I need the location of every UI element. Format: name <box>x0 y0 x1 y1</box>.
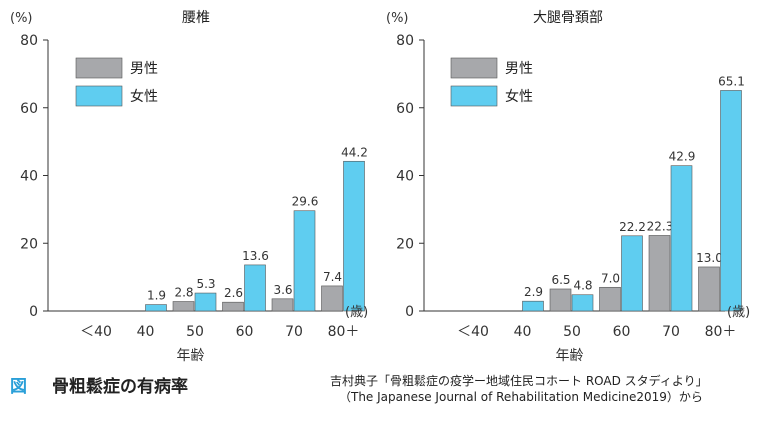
bar-female <box>720 90 742 312</box>
legend-swatch-female <box>75 85 123 107</box>
y-tick-label: 60 <box>396 101 414 117</box>
figure-title: 骨粗鬆症の有病率 <box>52 377 188 397</box>
bar-female <box>522 300 544 312</box>
data-label: 7.4 <box>323 270 342 284</box>
x-tick-label: 80＋ <box>328 324 360 340</box>
data-label: 2.8 <box>174 286 193 300</box>
x-axis-unit: (歳) <box>727 305 750 320</box>
chart-title: 腰椎 <box>182 10 210 26</box>
bar-male <box>321 285 343 312</box>
bar-female <box>571 294 594 312</box>
legend-swatch-female <box>450 85 498 107</box>
x-tick-label: 60 <box>236 324 254 340</box>
data-label: 13.6 <box>242 249 269 263</box>
data-label: 1.9 <box>147 289 166 303</box>
data-label: 22.2 <box>619 220 646 234</box>
y-tick-label: 80 <box>396 33 414 49</box>
y-tick-label: 60 <box>20 101 38 117</box>
x-axis-label: 年齢 <box>177 348 205 364</box>
x-tick-label: 60 <box>613 324 631 340</box>
bar-male <box>648 235 671 312</box>
data-label: 2.9 <box>524 285 543 299</box>
data-label: 2.6 <box>224 286 243 300</box>
data-label: 6.5 <box>551 273 570 287</box>
legend-label-male: 男性 <box>505 61 533 77</box>
legend-swatch-male <box>450 57 498 79</box>
legend-label-male: 男性 <box>130 61 158 77</box>
data-label: 22.3 <box>647 219 674 233</box>
legend-label-female: 女性 <box>130 88 158 105</box>
x-tick-label: 70 <box>662 324 680 340</box>
x-axis-unit: (歳) <box>345 305 368 320</box>
data-label: 42.9 <box>669 150 696 164</box>
chart-title: 大腿骨頚部 <box>533 10 603 26</box>
data-label: 3.6 <box>273 283 292 297</box>
x-tick-label: 50 <box>563 324 581 340</box>
source-line-2: （The Japanese Journal of Rehabilitation … <box>339 390 703 404</box>
data-label: 65.1 <box>718 74 745 88</box>
bar-male <box>698 266 720 312</box>
data-label: 29.6 <box>292 195 319 209</box>
y-axis-unit: (%) <box>10 11 33 26</box>
data-label: 4.8 <box>573 279 592 293</box>
figure-label: 図 <box>10 377 27 397</box>
bar-female <box>343 160 365 312</box>
x-tick-label: 70 <box>285 324 303 340</box>
x-tick-label: 80＋ <box>705 324 737 340</box>
y-tick-label: 0 <box>29 304 38 320</box>
legend-label-female: 女性 <box>505 88 533 105</box>
bar-male <box>172 301 195 312</box>
x-tick-label: 40 <box>137 324 155 340</box>
bar-male <box>222 301 244 312</box>
y-tick-label: 80 <box>20 33 38 49</box>
bar-female <box>194 292 217 312</box>
y-tick-label: 0 <box>405 304 414 320</box>
x-tick-label: ＜40 <box>457 324 489 340</box>
y-axis-unit: (%) <box>386 11 409 26</box>
bar-female <box>244 264 266 312</box>
bar-female <box>145 304 167 312</box>
y-tick-label: 40 <box>20 169 38 185</box>
y-tick-label: 40 <box>396 169 414 185</box>
x-tick-label: 50 <box>186 324 204 340</box>
y-tick-label: 20 <box>396 236 414 252</box>
x-tick-label: ＜40 <box>80 324 112 340</box>
data-label: 5.3 <box>196 277 215 291</box>
x-tick-label: 40 <box>514 324 532 340</box>
bar-male <box>549 288 572 312</box>
source-line-1: 吉村典子「骨粗鬆症の疫学ー地域住民コホート ROAD スタディより」 <box>330 374 708 388</box>
data-label: 7.0 <box>601 271 620 285</box>
bar-female <box>293 210 316 312</box>
bar-female <box>621 235 643 312</box>
data-label: 44.2 <box>341 145 368 159</box>
bar-female <box>670 165 693 312</box>
bar-male <box>599 286 621 312</box>
bar-male <box>271 298 294 312</box>
y-tick-label: 20 <box>20 236 38 252</box>
legend-swatch-male <box>75 57 123 79</box>
data-label: 13.0 <box>696 251 723 265</box>
x-axis-label: 年齢 <box>556 348 584 364</box>
